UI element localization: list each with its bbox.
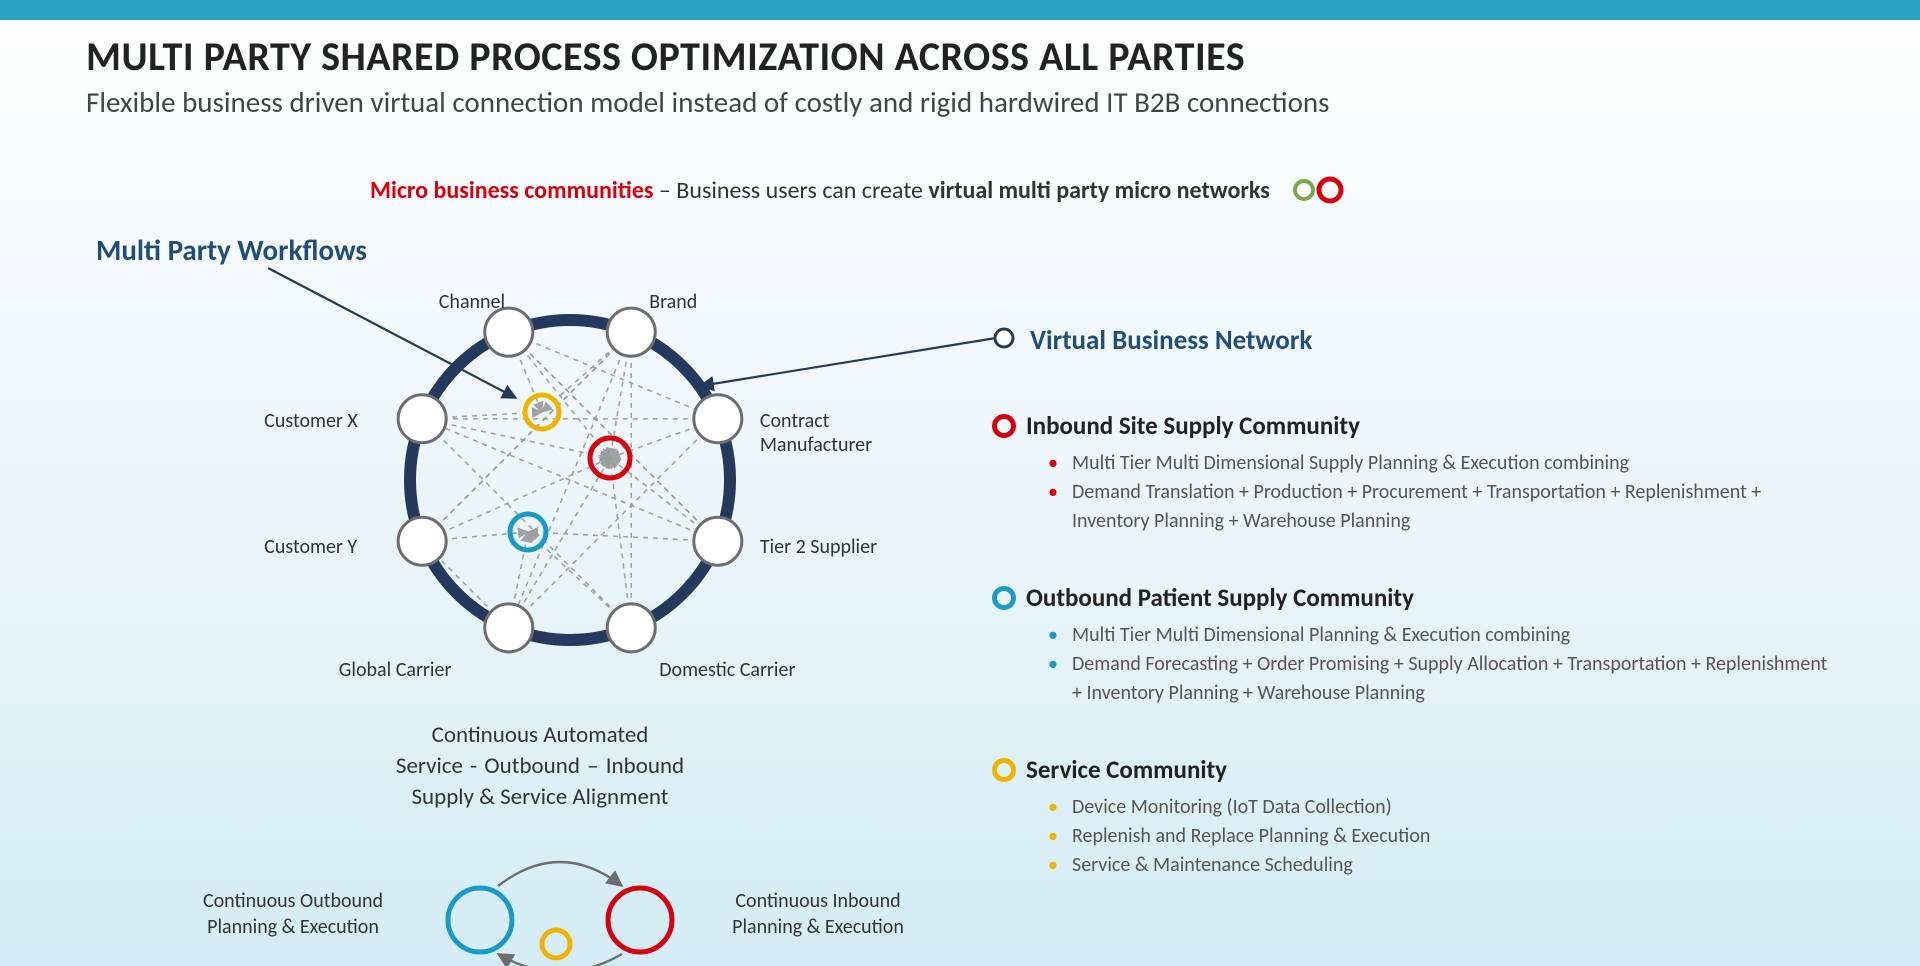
- network-node-custY: [398, 517, 446, 565]
- cont-line3: Supply & Service Alignment: [340, 782, 740, 813]
- community-3: Service Community Device Monitoring (IoT …: [992, 754, 1832, 880]
- network-node-domcar: [607, 604, 655, 652]
- network-node-tier2: [694, 517, 742, 565]
- page-subtitle: Flexible business driven virtual connect…: [86, 84, 1329, 120]
- node-label-custY: Customer Y: [264, 535, 357, 559]
- network-node-brand: [607, 308, 655, 356]
- continuous-yellow-ring: [542, 930, 570, 958]
- community-item: Service & Maintenance Scheduling: [1048, 851, 1832, 880]
- community-title: Inbound Site Supply Community: [1026, 410, 1360, 441]
- micro-communities-line: Micro business communities – Business us…: [370, 176, 1270, 205]
- cont-line2: Service - Outbound – Inbound: [340, 751, 740, 782]
- virtual-business-network-label: Virtual Business Network: [1030, 324, 1312, 357]
- community-ring-icon: [992, 758, 1016, 782]
- node-label-tier2: Tier 2 Supplier: [760, 535, 877, 559]
- node-label-brand: Brand: [649, 290, 697, 314]
- community-ring-icon: [992, 414, 1016, 438]
- node-label-channel: Channel: [439, 290, 505, 314]
- node-label-glbcar: Global Carrier: [339, 658, 452, 682]
- network-node-custX: [398, 395, 446, 443]
- micro-dash: –: [653, 176, 676, 205]
- network-node-glbcar: [485, 604, 533, 652]
- community-2: Outbound Patient Supply Community Multi T…: [992, 582, 1832, 708]
- community-1: Inbound Site Supply Community Multi Tier …: [992, 410, 1832, 536]
- topbar: [0, 0, 1920, 20]
- community-item: Replenish and Replace Planning & Executi…: [1048, 822, 1832, 851]
- continuous-outbound-label: Continuous Outbound Planning & Execution: [168, 888, 418, 940]
- continuous-blue-ring: [448, 888, 512, 952]
- node-label-custX: Customer X: [264, 409, 358, 433]
- community-title: Outbound Patient Supply Community: [1026, 582, 1414, 613]
- cont-line1: Continuous Automated: [340, 720, 740, 751]
- network-ring: [410, 320, 730, 640]
- community-ring-icon: [992, 586, 1016, 610]
- continuous-inbound-label: Continuous Inbound Planning & Execution: [688, 888, 948, 940]
- continuous-red-ring: [608, 888, 672, 952]
- node-label-cmfg: ContractManufacturer: [760, 409, 872, 457]
- community-item: Demand Forecasting + Order Promising + S…: [1048, 650, 1832, 708]
- inner-node-yellow: [525, 395, 559, 429]
- multi-party-workflows-label: Multi Party Workflows: [96, 232, 367, 268]
- community-item: Device Monitoring (IoT Data Collection): [1048, 793, 1832, 822]
- micro-bold: virtual multi party micro networks: [928, 176, 1269, 205]
- micro-red: Micro business communities: [370, 176, 653, 205]
- inner-node-red: [590, 438, 630, 478]
- continuous-automated-block: Continuous Automated Service - Outbound …: [340, 720, 740, 813]
- page-title: MULTI PARTY SHARED PROCESS OPTIMIZATION …: [86, 32, 1245, 81]
- node-label-domcar: Domestic Carrier: [659, 658, 795, 682]
- micro-mid: Business users can create: [676, 176, 928, 205]
- network-node-channel: [485, 308, 533, 356]
- community-item: Demand Translation + Production + Procur…: [1048, 478, 1832, 536]
- network-node-cmfg: [694, 395, 742, 443]
- community-title: Service Community: [1026, 754, 1227, 785]
- community-item: Multi Tier Multi Dimensional Supply Plan…: [1048, 449, 1832, 478]
- community-item: Multi Tier Multi Dimensional Planning & …: [1048, 621, 1832, 650]
- inner-node-blue: [510, 514, 546, 550]
